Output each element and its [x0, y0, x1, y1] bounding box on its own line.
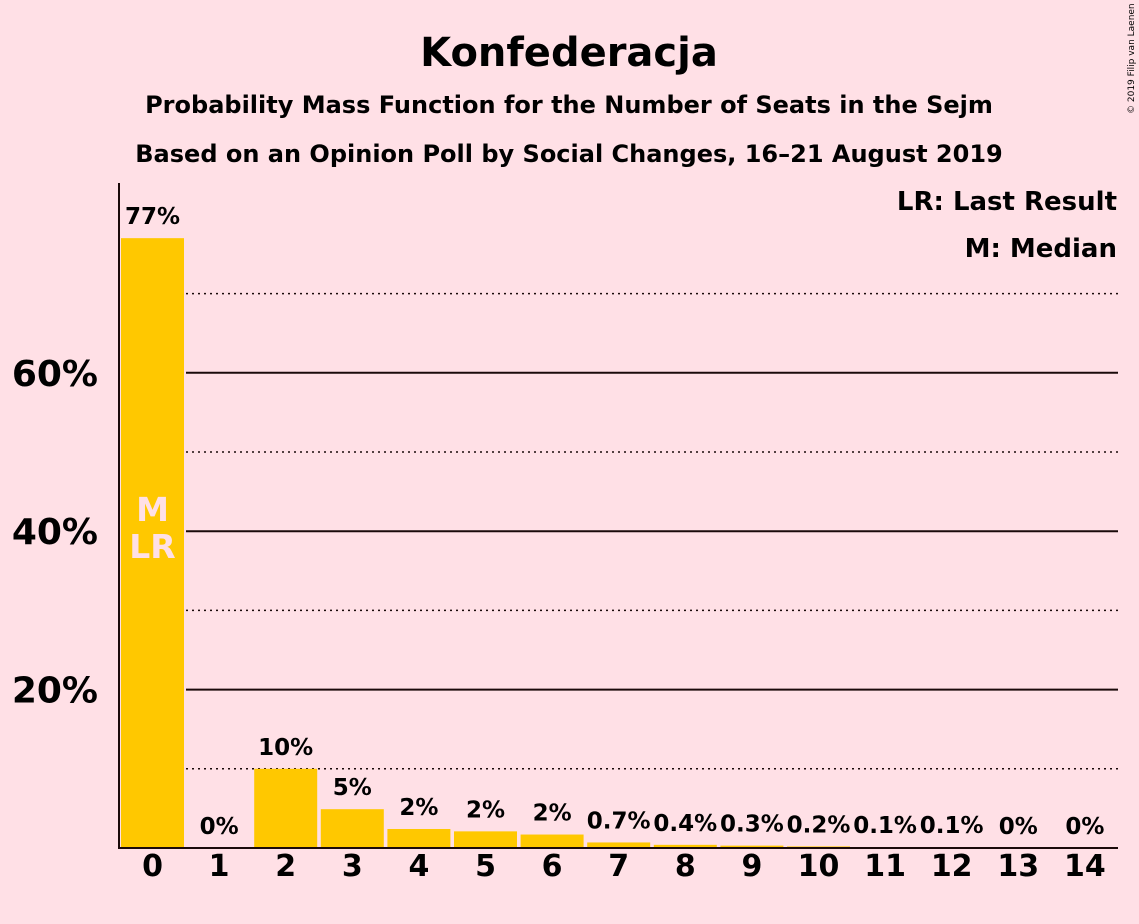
x-tick-label: 10: [798, 849, 840, 884]
x-tick-label: 3: [342, 849, 363, 884]
x-tick-label: 14: [1064, 849, 1106, 884]
data-label: 0.1%: [853, 813, 917, 839]
x-tick-label: 6: [542, 849, 563, 884]
bar: [520, 834, 584, 848]
data-label: 0.1%: [920, 813, 984, 839]
x-tick-label: 1: [209, 849, 230, 884]
y-axis-ticks: 20% 40% 60%: [12, 354, 98, 712]
gridlines: [186, 292, 1118, 770]
bars: MLR: [121, 238, 984, 848]
x-tick-label: 11: [864, 849, 906, 884]
x-tick-label: 4: [408, 849, 429, 884]
bar-annotation: M: [136, 490, 169, 529]
bar: [387, 828, 451, 848]
bar: [254, 768, 318, 848]
x-tick-label: 8: [675, 849, 696, 884]
data-label: 0%: [200, 814, 239, 840]
data-label: 2%: [399, 795, 438, 821]
data-label: 10%: [258, 735, 313, 761]
chart-subtitle-2: Based on an Opinion Poll by Social Chang…: [135, 140, 1002, 168]
data-labels: 77%0%10%5%2% 2% 2% 0.7% 0.4% 0.3% 0.2% 0.1% 0.1%…: [125, 204, 1104, 840]
x-tick-label: 0: [142, 849, 163, 884]
x-axis-ticks: 0 1 2 3 4 5 6 7 8 9 10 11 12 13 14: [142, 849, 1106, 884]
bar: [720, 845, 784, 848]
bar: [653, 844, 717, 848]
data-label: 0.2%: [787, 812, 851, 838]
data-label: 77%: [125, 204, 180, 230]
copyright-text: © 2019 Filip van Laenen: [1127, 3, 1137, 114]
legend-last-result: LR: Last Result: [897, 187, 1117, 217]
x-tick-label: 7: [608, 849, 629, 884]
data-label: 2%: [466, 797, 505, 823]
chart-title: Konfederacja: [420, 30, 718, 76]
bar: [587, 842, 651, 848]
chart-subtitle: Probability Mass Function for the Number…: [145, 91, 993, 119]
x-tick-label: 9: [741, 849, 762, 884]
x-tick-label: 2: [275, 849, 296, 884]
y-tick-label: 20%: [12, 671, 98, 712]
x-tick-label: 12: [931, 849, 973, 884]
data-label: 2%: [533, 801, 572, 827]
y-tick-label: 60%: [12, 354, 98, 395]
bar: [121, 238, 184, 848]
y-tick-label: 40%: [12, 512, 98, 553]
bar: [320, 809, 384, 848]
bar: [454, 831, 517, 848]
data-label: 0.3%: [720, 812, 784, 838]
data-label: 0.7%: [587, 808, 651, 834]
data-label: 0.4%: [653, 811, 717, 837]
x-tick-label: 13: [997, 849, 1039, 884]
legend-median: M: Median: [965, 234, 1117, 264]
data-label: 0%: [999, 814, 1038, 840]
data-label: 0%: [1065, 814, 1104, 840]
x-tick-label: 5: [475, 849, 496, 884]
bar-annotation: LR: [129, 527, 175, 566]
data-label: 5%: [333, 775, 372, 801]
